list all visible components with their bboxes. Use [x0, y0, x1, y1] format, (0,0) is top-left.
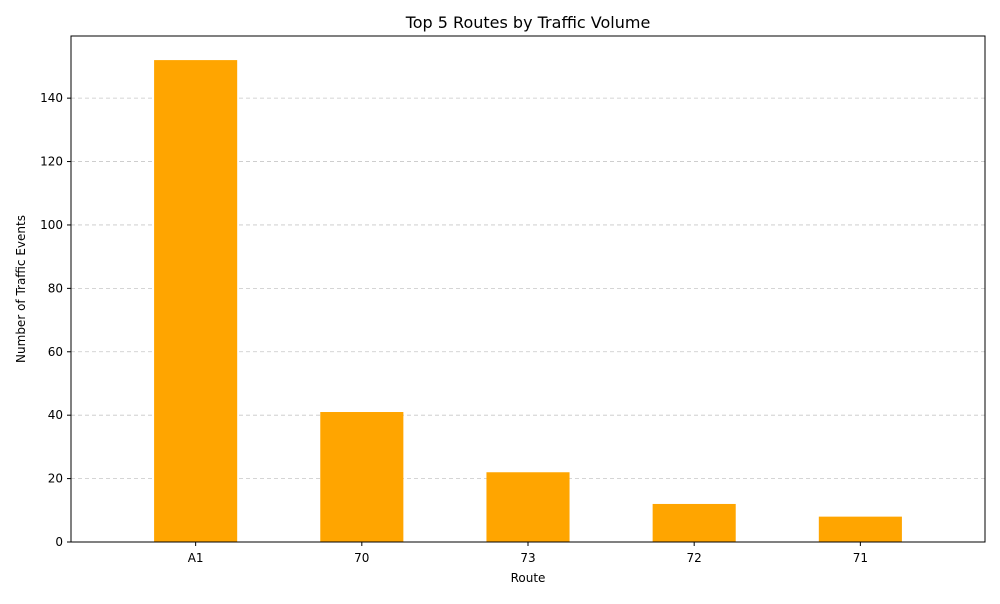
bar-A1: [154, 60, 238, 542]
bar-70: [320, 412, 404, 542]
bar-71: [818, 516, 902, 542]
x-axis-label: Route: [511, 571, 546, 585]
y-tick-label: 0: [55, 535, 63, 549]
y-tick-label: 20: [48, 472, 63, 486]
chart-title: Top 5 Routes by Traffic Volume: [405, 13, 651, 32]
y-tick-label: 140: [40, 91, 63, 105]
bars: [154, 60, 902, 542]
y-tick-label: 120: [40, 155, 63, 169]
x-tick-label: A1: [188, 551, 204, 565]
y-axis-label: Number of Traffic Events: [14, 215, 28, 363]
y-axis-ticks: 0 20 40 60 80 100 120 140: [40, 91, 71, 549]
x-tick-label: 72: [687, 551, 702, 565]
x-tick-label: 70: [354, 551, 369, 565]
bar-73: [486, 472, 570, 542]
y-tick-label: 60: [48, 345, 63, 359]
y-tick-label: 40: [48, 408, 63, 422]
y-tick-label: 100: [40, 218, 63, 232]
y-tick-label: 80: [48, 281, 63, 295]
x-axis-ticks: A1 70 73 72 71: [188, 542, 868, 565]
x-tick-label: 71: [853, 551, 868, 565]
x-tick-label: 73: [520, 551, 535, 565]
bar-72: [652, 503, 736, 542]
